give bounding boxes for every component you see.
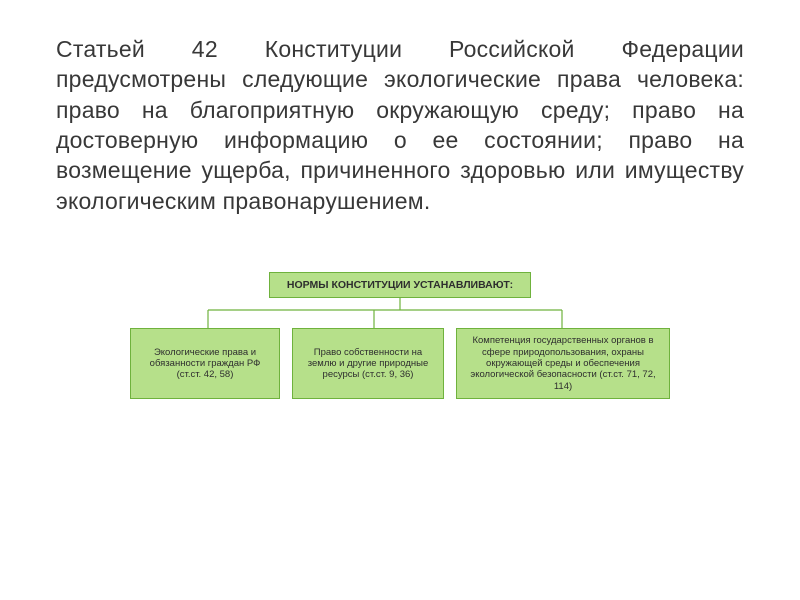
diagram-header: НОРМЫ КОНСТИТУЦИИ УСТАНАВЛИВАЮТ: [269, 272, 531, 298]
diagram-box-2: Компетенция государственных органов в сф… [456, 328, 670, 399]
norms-diagram: НОРМЫ КОНСТИТУЦИИ УСТАНАВЛИВАЮТ: Экологи… [130, 272, 670, 399]
diagram-box-0: Экологические права и обязанности гражда… [130, 328, 280, 399]
diagram-connectors [130, 298, 670, 328]
body-paragraph: Статьей 42 Конституции Российской Федера… [56, 34, 744, 216]
diagram-box-1: Право собственности на землю и другие пр… [292, 328, 444, 399]
